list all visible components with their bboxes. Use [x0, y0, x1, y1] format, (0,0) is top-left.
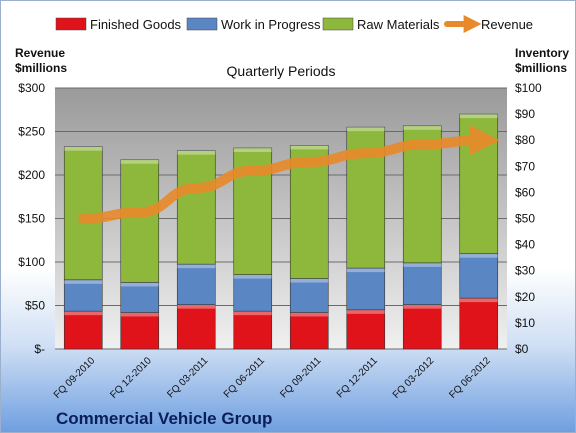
left-axis-title-line1: Revenue — [15, 46, 65, 60]
chart-title: Quarterly Periods — [227, 63, 336, 79]
left-tick-label: $50 — [25, 299, 45, 313]
right-tick-label: $60 — [515, 185, 535, 199]
bar-highlight — [233, 148, 272, 153]
bar-finished-goods — [402, 304, 442, 350]
bar-highlight — [459, 253, 498, 258]
x-tick-label: FQ 06-2012 — [447, 355, 493, 401]
bar-highlight — [177, 264, 216, 269]
bar-highlight — [64, 279, 103, 284]
bar-work-in-progress — [233, 274, 273, 312]
bar-highlight — [403, 262, 442, 267]
x-tick-label: FQ 12-2011 — [335, 355, 380, 400]
left-tick-label: $200 — [18, 168, 45, 182]
left-axis-title-line2: $millions — [15, 61, 67, 75]
legend-label-work-in-progress: Work in Progress — [221, 17, 321, 32]
left-tick-label: $300 — [18, 81, 45, 95]
right-axis-title-line2: $millions — [515, 61, 567, 75]
right-tick-label: $30 — [515, 264, 535, 278]
bar-highlight — [403, 304, 442, 309]
legend-swatch-finished-goods — [55, 17, 87, 31]
right-axis-title-line1: Inventory — [515, 46, 569, 60]
bar-highlight — [177, 304, 216, 309]
left-tick-label: $150 — [18, 212, 45, 226]
bar-highlight — [233, 274, 272, 279]
bar-work-in-progress — [459, 253, 499, 299]
legend-swatch-raw-materials — [322, 17, 354, 31]
legend-swatch-work-in-progress — [186, 17, 218, 31]
legend: Finished Goods Work in Progress Raw Materi… — [55, 15, 533, 33]
x-axis-ticks: FQ 09-2010 FQ 12-2010 FQ 03-2011 FQ 06-2011… — [52, 355, 493, 401]
bar-work-in-progress — [176, 263, 216, 305]
bar-highlight — [459, 298, 498, 303]
right-tick-label: $100 — [515, 81, 542, 95]
x-tick-label: FQ 03-2012 — [391, 355, 437, 401]
bar-highlight — [346, 309, 385, 314]
legend-label-raw-materials: Raw Materials — [357, 17, 440, 32]
legend-label-finished-goods: Finished Goods — [90, 17, 182, 32]
right-tick-label: $50 — [515, 212, 535, 226]
x-tick-label: FQ 06-2011 — [222, 355, 267, 400]
bar-highlight — [64, 146, 103, 151]
bar-finished-goods — [459, 297, 499, 350]
revenue-line-group — [78, 125, 500, 224]
bar-highlight — [177, 150, 216, 155]
bar-highlight — [290, 278, 329, 283]
legend-label-revenue: Revenue — [481, 17, 533, 32]
bar-finished-goods — [233, 310, 273, 350]
right-tick-label: $0 — [515, 342, 529, 356]
x-tick-label: FQ 09-2011 — [278, 355, 323, 400]
right-axis-ticks: $0 $10 $20 $30 $40 $50 $60 $70 $80 $90 $100 — [515, 81, 542, 356]
right-tick-label: $20 — [515, 290, 535, 304]
bar-highlight — [120, 282, 159, 287]
bar-highlight — [120, 159, 159, 164]
right-tick-label: $10 — [515, 316, 535, 330]
bar-work-in-progress — [63, 279, 103, 312]
right-tick-label: $70 — [515, 159, 535, 173]
bar-highlight — [290, 312, 329, 317]
right-tick-label: $90 — [515, 107, 535, 121]
bar-finished-goods — [63, 310, 103, 350]
bar-work-in-progress — [402, 262, 442, 305]
left-tick-label: $250 — [18, 125, 45, 139]
bar-raw-materials — [120, 159, 160, 283]
x-tick-label: FQ 12-2010 — [108, 355, 154, 401]
bar-highlight — [346, 127, 385, 132]
bar-finished-goods — [289, 312, 329, 350]
bar-finished-goods — [346, 309, 386, 350]
right-tick-label: $80 — [515, 133, 535, 147]
bar-highlight — [120, 312, 159, 317]
left-tick-label: $- — [34, 342, 45, 356]
x-tick-label: FQ 09-2010 — [52, 355, 98, 401]
right-tick-label: $40 — [515, 238, 535, 252]
bar-highlight — [233, 311, 272, 316]
x-tick-label: FQ 03-2011 — [165, 355, 210, 400]
company-name: Commercial Vehicle Group — [56, 409, 272, 428]
left-axis-ticks: $- $50 $100 $150 $200 $250 $300 — [18, 81, 45, 356]
bar-highlight — [64, 311, 103, 316]
bar-work-in-progress — [346, 267, 386, 311]
bar-highlight — [459, 114, 498, 119]
revenue-line — [78, 125, 500, 224]
bar-highlight — [403, 125, 442, 130]
bar-work-in-progress — [120, 282, 160, 313]
bar-work-in-progress — [289, 278, 329, 313]
bar-raw-materials — [459, 113, 499, 255]
left-tick-label: $100 — [18, 255, 45, 269]
bar-finished-goods — [176, 304, 216, 350]
bar-highlight — [290, 145, 329, 150]
bar-finished-goods — [120, 312, 160, 350]
bar-raw-materials — [176, 150, 216, 265]
bar-highlight — [346, 268, 385, 273]
